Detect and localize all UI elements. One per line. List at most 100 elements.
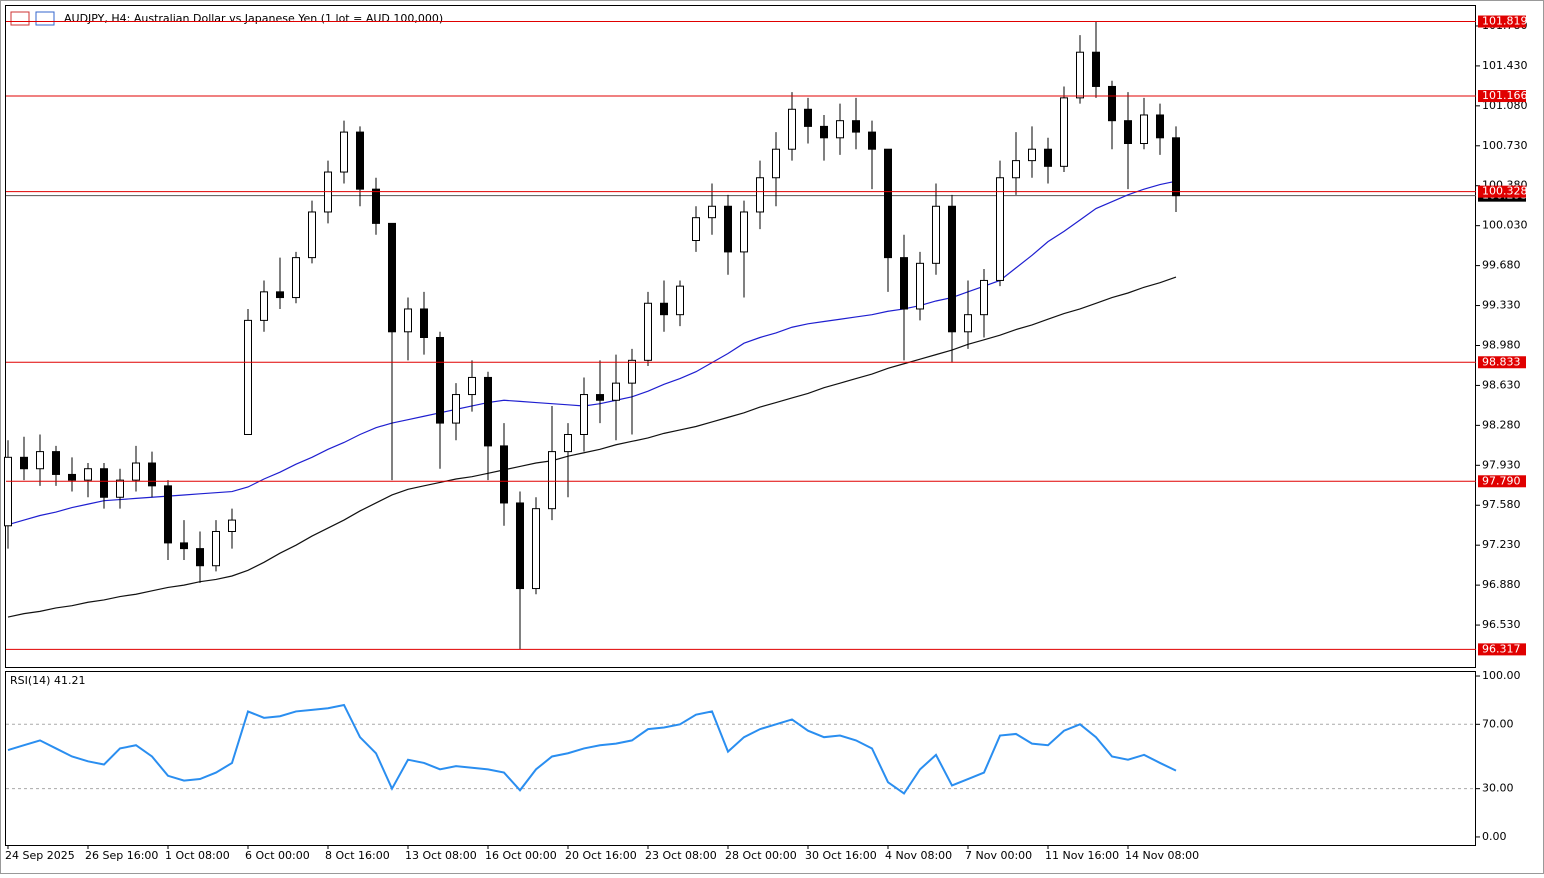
level-box bbox=[1478, 15, 1526, 28]
candle-body bbox=[724, 205, 732, 253]
candle-body bbox=[564, 433, 572, 453]
candle-body bbox=[580, 394, 588, 435]
y-tick-label: 70.00 bbox=[1482, 717, 1514, 730]
level-label: 98.833 bbox=[1482, 355, 1521, 368]
level-label: 101.166 bbox=[1482, 89, 1528, 102]
y-tick-label: 100.00 bbox=[1482, 669, 1521, 682]
level-label: 100.328 bbox=[1482, 185, 1528, 198]
candle-body bbox=[852, 120, 860, 133]
candle-body bbox=[196, 548, 204, 567]
x-tick-label: 16 Oct 00:00 bbox=[485, 849, 557, 862]
x-tick-label: 30 Oct 16:00 bbox=[805, 849, 877, 862]
candle-body bbox=[772, 148, 780, 179]
candle-body bbox=[260, 291, 268, 321]
x-tick-label: 23 Oct 08:00 bbox=[645, 849, 717, 862]
level-box bbox=[1478, 643, 1526, 656]
candle-body bbox=[980, 279, 988, 316]
moving-average bbox=[7, 276, 1177, 618]
y-tick-label: 97.930 bbox=[1482, 458, 1521, 471]
candle-body bbox=[708, 205, 716, 219]
candle-body bbox=[660, 302, 668, 316]
x-tick-label: 26 Sep 16:00 bbox=[85, 849, 158, 862]
candle-body bbox=[292, 257, 300, 299]
candle-body bbox=[1012, 160, 1020, 179]
level-box bbox=[1478, 356, 1526, 369]
candle-body bbox=[532, 508, 540, 590]
candle-body bbox=[308, 211, 316, 259]
x-tick-label: 7 Nov 00:00 bbox=[965, 849, 1032, 862]
x-tick-label: 6 Oct 00:00 bbox=[245, 849, 310, 862]
x-tick-label: 4 Nov 08:00 bbox=[885, 849, 952, 862]
candle-body bbox=[100, 468, 108, 498]
candle-body bbox=[916, 262, 924, 310]
y-tick-label: 100.730 bbox=[1482, 139, 1528, 152]
candle-body bbox=[1076, 51, 1084, 99]
candle-body bbox=[548, 451, 556, 510]
y-tick-label: 30.00 bbox=[1482, 782, 1514, 795]
x-tick-label: 20 Oct 16:00 bbox=[565, 849, 637, 862]
candle-body bbox=[516, 502, 524, 590]
candle-body bbox=[1140, 114, 1148, 145]
y-tick-label: 98.980 bbox=[1482, 338, 1521, 351]
y-tick-label: 101.430 bbox=[1482, 59, 1528, 72]
y-tick-label: 96.530 bbox=[1482, 618, 1521, 631]
level-label: 97.790 bbox=[1482, 474, 1521, 487]
candle-body bbox=[388, 222, 396, 333]
candle-body bbox=[628, 359, 636, 384]
y-tick-label: 100.030 bbox=[1482, 219, 1528, 232]
candle-body bbox=[372, 188, 380, 224]
y-tick-label: 98.280 bbox=[1482, 418, 1521, 431]
candle-body bbox=[1156, 114, 1164, 139]
candle-body bbox=[356, 131, 364, 190]
level-box bbox=[1478, 185, 1526, 198]
candle-body bbox=[644, 302, 652, 361]
candle-body bbox=[788, 108, 796, 150]
y-tick-label: 0.00 bbox=[1482, 830, 1507, 843]
candle-body bbox=[404, 308, 412, 333]
candle-body bbox=[948, 205, 956, 333]
level-label: 101.819 bbox=[1482, 15, 1528, 28]
candle-body bbox=[884, 148, 892, 259]
candle-body bbox=[596, 394, 604, 401]
candle-body bbox=[340, 131, 348, 173]
x-tick-label: 13 Oct 08:00 bbox=[405, 849, 477, 862]
candle-body bbox=[1044, 148, 1052, 167]
candle-body bbox=[164, 485, 172, 544]
candle-body bbox=[836, 120, 844, 139]
candle-body bbox=[996, 177, 1004, 281]
candle-body bbox=[180, 542, 188, 550]
rsi-panel bbox=[5, 671, 1476, 846]
candle-body bbox=[52, 451, 60, 475]
candle-body bbox=[244, 319, 252, 435]
candle-body bbox=[900, 257, 908, 310]
candle-body bbox=[964, 314, 972, 333]
candle-body bbox=[692, 217, 700, 242]
candle-body bbox=[932, 205, 940, 264]
candle-body bbox=[1172, 137, 1180, 197]
candle-body bbox=[612, 382, 620, 401]
candle-body bbox=[228, 519, 236, 532]
x-tick-label: 1 Oct 08:00 bbox=[165, 849, 230, 862]
candle-body bbox=[1092, 51, 1100, 87]
candle-body bbox=[276, 291, 284, 299]
candle-body bbox=[132, 462, 140, 481]
x-tick-label: 8 Oct 16:00 bbox=[325, 849, 390, 862]
y-tick-label: 99.330 bbox=[1482, 299, 1521, 312]
rsi-line bbox=[7, 703, 1177, 795]
candle-body bbox=[820, 125, 828, 139]
x-tick-label: 14 Nov 08:00 bbox=[1125, 849, 1199, 862]
candle-body bbox=[1028, 148, 1036, 162]
y-tick-label: 99.680 bbox=[1482, 259, 1521, 272]
candle-body bbox=[116, 479, 124, 498]
candle-body bbox=[500, 445, 508, 504]
level-box bbox=[1478, 475, 1526, 488]
candle-body bbox=[1124, 120, 1132, 145]
candle-body bbox=[420, 308, 428, 338]
candle-body bbox=[740, 211, 748, 253]
candle-body bbox=[84, 468, 92, 481]
candle-body bbox=[676, 285, 684, 316]
candle-body bbox=[20, 456, 28, 470]
x-tick-label: 24 Sep 2025 bbox=[5, 849, 75, 862]
